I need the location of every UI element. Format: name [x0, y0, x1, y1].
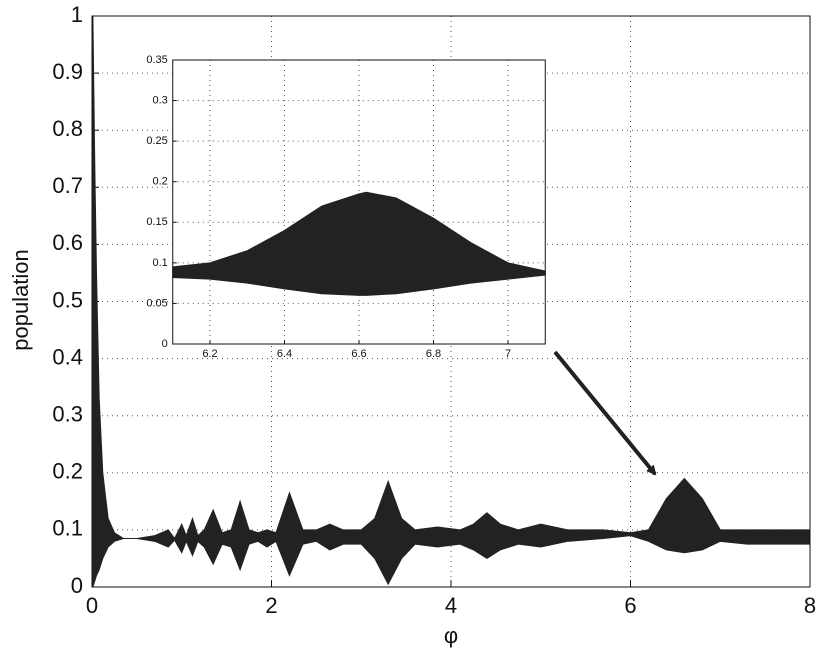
x-tick-label: 7 [505, 348, 511, 360]
y-tick-label: 0.15 [146, 216, 167, 228]
plot-frame [172, 59, 546, 345]
x-tick-label: 8 [804, 593, 816, 618]
y-tick-label: 0.05 [146, 297, 167, 309]
y-tick-label: 0.2 [52, 459, 83, 484]
arrow [553, 350, 657, 476]
x-tick-label: 6.2 [202, 348, 217, 360]
x-tick-label: 6 [624, 593, 636, 618]
y-tick-label: 0.1 [152, 257, 167, 269]
x-axis-label: φ [444, 623, 458, 648]
x-tick-label: 6.8 [426, 348, 441, 360]
y-tick-label: 0.9 [52, 59, 83, 84]
x-tick-label: 0 [86, 593, 98, 618]
y-axis-label: population [8, 249, 33, 351]
y-tick-label: 0.25 [146, 135, 167, 147]
y-tick-label: 0.1 [52, 516, 83, 541]
y-tick-label: 0 [71, 573, 83, 598]
x-tick-label: 6.6 [351, 348, 366, 360]
y-tick-label: 0.8 [52, 116, 83, 141]
y-tick-label: 0.35 [146, 54, 167, 66]
y-tick-label: 0.3 [152, 94, 167, 106]
x-tick-label: 4 [445, 593, 457, 618]
x-tick-label: 2 [265, 593, 277, 618]
y-tick-label: 0.7 [52, 173, 83, 198]
y-tick-label: 0.6 [52, 230, 83, 255]
y-tick-label: 0.3 [52, 402, 83, 427]
plot-frame [91, 15, 811, 588]
y-tick-label: 0.4 [52, 344, 83, 369]
y-tick-label: 0.5 [52, 287, 83, 312]
y-tick-label: 1 [71, 2, 83, 27]
x-tick-label: 6.4 [277, 348, 292, 360]
y-tick-label: 0.2 [152, 176, 167, 188]
y-tick-label: 0 [162, 338, 168, 350]
